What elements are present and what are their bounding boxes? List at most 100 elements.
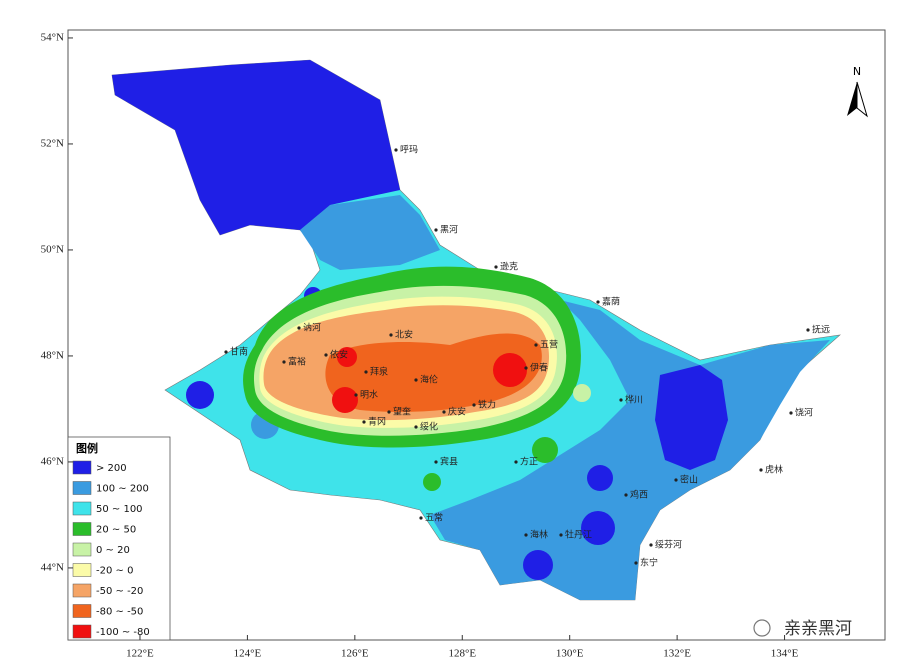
place-label: 五营 bbox=[540, 339, 558, 351]
place-dot bbox=[282, 360, 286, 364]
place-dot bbox=[524, 533, 528, 537]
y-tick-label: 52°N bbox=[41, 137, 64, 149]
place-dot bbox=[324, 353, 328, 357]
place-label: 绥化 bbox=[420, 421, 438, 433]
legend-label: 0 ~ 20 bbox=[96, 545, 130, 556]
place-label: 鸡西 bbox=[630, 489, 648, 501]
y-tick-label: 54°N bbox=[41, 31, 64, 43]
watermark: 亲亲黑河 bbox=[753, 619, 852, 639]
place-dot bbox=[649, 543, 653, 547]
place-dot bbox=[297, 326, 301, 330]
x-tick-label: 128°E bbox=[448, 648, 476, 660]
place-label: 庆安 bbox=[448, 406, 466, 418]
place-label: 密山 bbox=[680, 474, 698, 486]
place-dot bbox=[806, 328, 810, 332]
place-label: 逊克 bbox=[500, 262, 518, 273]
place-label: 伊春 bbox=[530, 362, 548, 374]
x-tick-label: 124°E bbox=[234, 648, 262, 660]
legend-label: > 200 bbox=[96, 463, 127, 474]
place-dot bbox=[387, 410, 391, 414]
legend-swatch bbox=[72, 563, 92, 577]
place-dot bbox=[394, 148, 398, 152]
north-label: N bbox=[853, 65, 861, 78]
place-label: 绥芬河 bbox=[655, 539, 682, 551]
legend-label: -100 ~ -80 bbox=[96, 627, 150, 638]
place-dot bbox=[389, 333, 393, 337]
place-label: 桦川 bbox=[625, 394, 643, 406]
legend-label: -80 ~ -50 bbox=[96, 607, 143, 618]
legend-label: -20 ~ 0 bbox=[96, 566, 133, 577]
place-dot bbox=[224, 350, 228, 354]
place-label: 甘南 bbox=[230, 346, 248, 358]
legend-label: 20 ~ 50 bbox=[96, 525, 136, 536]
north-arrow: N bbox=[847, 65, 868, 118]
place-dot bbox=[434, 228, 438, 232]
place-dot bbox=[362, 420, 366, 424]
place-dot bbox=[494, 265, 498, 269]
watermark-text: 亲亲黑河 bbox=[784, 619, 852, 639]
place-label: 依安 bbox=[330, 349, 348, 361]
place-label: 海伦 bbox=[420, 374, 438, 386]
x-tick-label: 130°E bbox=[556, 648, 584, 660]
legend-swatch bbox=[72, 522, 92, 536]
place-label: 讷河 bbox=[303, 322, 321, 334]
place-dot bbox=[624, 493, 628, 497]
place-label: 富裕 bbox=[288, 356, 306, 368]
place-label: 海林 bbox=[530, 529, 548, 541]
place-label: 宾县 bbox=[440, 456, 458, 468]
place-dot bbox=[472, 403, 476, 407]
place-dot bbox=[789, 411, 793, 415]
place-dot bbox=[619, 398, 623, 402]
place-label: 东宁 bbox=[640, 557, 658, 569]
x-tick-label: 126°E bbox=[341, 648, 369, 660]
y-tick-label: 44°N bbox=[41, 561, 64, 573]
place-dot bbox=[759, 468, 763, 472]
place-dot bbox=[354, 393, 358, 397]
legend-swatch bbox=[72, 542, 92, 557]
place-label: 饶河 bbox=[795, 407, 813, 419]
place-label: 方正 bbox=[520, 456, 538, 468]
place-label: 黑河 bbox=[440, 224, 458, 236]
legend-label: 100 ~ 200 bbox=[96, 484, 149, 495]
place-dot bbox=[524, 366, 528, 370]
legend-swatch bbox=[72, 460, 92, 475]
legend: 图例 > 200 100 ~ 200 50 ~ 100 20 ~ 50 0 ~ 20 -2… bbox=[67, 436, 171, 641]
legend-swatch bbox=[72, 481, 92, 495]
place-dot bbox=[596, 300, 600, 304]
x-tick-label: 122°E bbox=[126, 648, 154, 660]
place-label: 嘉荫 bbox=[602, 296, 620, 308]
y-tick-label: 50°N bbox=[41, 243, 64, 255]
x-tick-label: 134°E bbox=[771, 648, 799, 660]
place-label: 牡丹江 bbox=[565, 529, 592, 541]
place-label: 虎林 bbox=[765, 464, 783, 476]
place-label: 抚远 bbox=[812, 324, 830, 336]
place-label: 青冈 bbox=[368, 416, 386, 428]
place-dot bbox=[534, 343, 538, 347]
place-dot bbox=[442, 410, 446, 414]
place-label: 五常 bbox=[425, 512, 443, 524]
place-label: 北安 bbox=[395, 329, 413, 341]
place-label: 明水 bbox=[360, 389, 378, 401]
y-tick-label: 46°N bbox=[41, 455, 64, 467]
legend-label: 50 ~ 100 bbox=[96, 504, 143, 515]
place-dot bbox=[414, 425, 418, 429]
place-dot bbox=[364, 370, 368, 374]
x-tick-label: 132°E bbox=[663, 648, 691, 660]
legend-label: -50 ~ -20 bbox=[96, 586, 143, 597]
place-label: 铁力 bbox=[478, 399, 496, 411]
legend-swatch bbox=[72, 583, 92, 598]
place-label: 呼玛 bbox=[400, 145, 418, 156]
legend-title: 图例 bbox=[76, 441, 98, 455]
place-label: 望奎 bbox=[393, 406, 411, 418]
place-dot bbox=[414, 378, 418, 382]
place-label: 拜泉 bbox=[370, 366, 388, 378]
y-tick-label: 48°N bbox=[41, 349, 64, 361]
place-dot bbox=[514, 460, 518, 464]
province bbox=[111, 59, 841, 601]
place-dot bbox=[674, 478, 678, 482]
place-dot bbox=[634, 561, 638, 565]
legend-swatch bbox=[72, 604, 92, 618]
place-dot bbox=[419, 516, 423, 520]
